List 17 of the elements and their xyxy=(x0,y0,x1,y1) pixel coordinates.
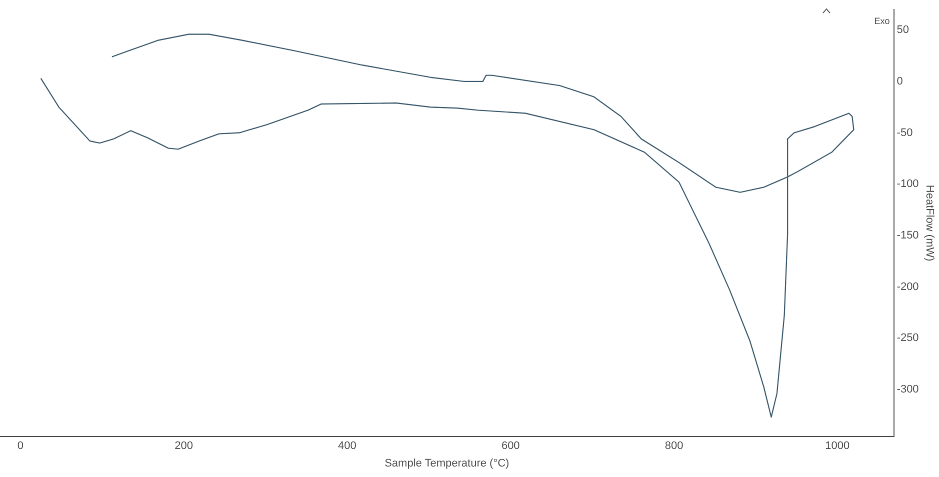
x-tick-label: 600 xyxy=(501,440,520,452)
y-axis-title: HeatFlow (mW) xyxy=(923,184,936,262)
y-tick-label: -200 xyxy=(896,280,919,293)
y-tick-label: 50 xyxy=(896,24,910,36)
y-tick-label: -150 xyxy=(896,229,919,242)
x-tick-label: 0 xyxy=(17,440,24,452)
y-tick-label: 0 xyxy=(896,75,903,88)
y-tick-label: -250 xyxy=(896,332,919,344)
y-tick-label: -300 xyxy=(896,383,919,396)
x-axis-title: Sample Temperature (°C) xyxy=(384,457,510,470)
y-tick-label: -50 xyxy=(896,126,913,139)
x-tick-label: 1000 xyxy=(825,440,850,452)
annotation: Exo xyxy=(874,16,890,26)
x-tick-label: 800 xyxy=(664,440,684,452)
x-tick-label: 200 xyxy=(174,440,193,452)
x-tick-label: 400 xyxy=(338,440,356,452)
y-tick-label: -100 xyxy=(896,178,919,190)
